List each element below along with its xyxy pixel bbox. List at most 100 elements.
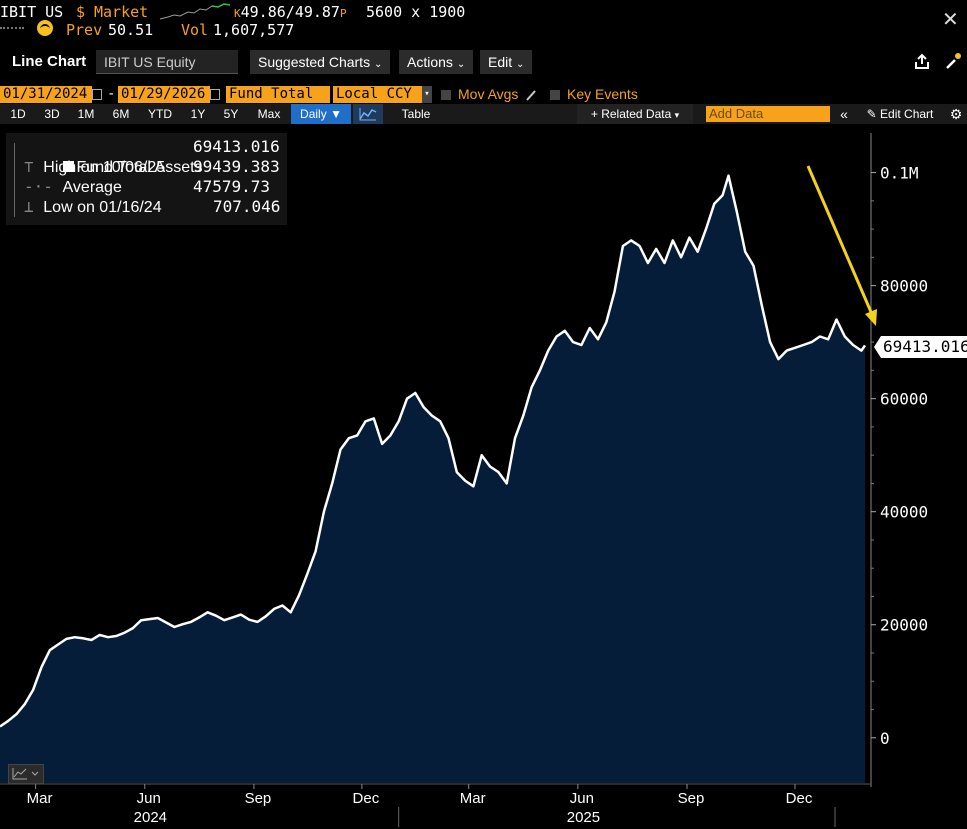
edit-chart-label: Edit Chart bbox=[880, 107, 934, 121]
start-date-input[interactable]: 01/31/2024 bbox=[0, 86, 92, 103]
add-data-input[interactable]: Add Data bbox=[706, 106, 830, 122]
last-value-label: 69413.016 bbox=[883, 337, 967, 356]
bid-prefix: K bbox=[234, 7, 241, 20]
chart-toolbar: Line Chart IBIT US Equity Suggested Char… bbox=[0, 48, 967, 78]
y-tick-label: 20000 bbox=[880, 616, 928, 635]
range-3d-button[interactable]: 3D bbox=[44, 107, 60, 121]
legend-tree-line bbox=[14, 143, 21, 217]
frequency-label: Daily bbox=[300, 107, 327, 121]
chevron-down-icon: ⌄ bbox=[456, 59, 466, 70]
legend-low-label: Low on 01/16/24 bbox=[43, 199, 162, 216]
calendar-icon[interactable] bbox=[92, 89, 102, 100]
y-tick-label: 0 bbox=[880, 729, 890, 748]
x-year-label: 2024 bbox=[134, 809, 167, 826]
related-data-button[interactable]: + Related Data ▾ bbox=[577, 104, 693, 124]
suggested-charts-label: Suggested Charts bbox=[258, 54, 371, 70]
legend-high-label: High on 10/06/25 bbox=[43, 159, 166, 176]
security-header: IBIT US $ Market K49.86/49.87P 5600 x 19… bbox=[0, 0, 967, 44]
y-tick-label: 80000 bbox=[880, 277, 928, 296]
legend-series-value: 69413.016 bbox=[193, 137, 280, 156]
series-area bbox=[0, 175, 865, 783]
field-selector[interactable]: Fund Total As bbox=[226, 86, 330, 119]
ask-price: 49.87 bbox=[294, 3, 340, 21]
series-swatch bbox=[62, 161, 74, 172]
prev-label: Prev bbox=[66, 21, 103, 39]
legend-series-label: Fund Total Assets bbox=[76, 159, 203, 176]
collapse-icon[interactable]: « bbox=[840, 106, 848, 122]
edit-button[interactable]: Edit ⌄ bbox=[480, 50, 533, 74]
low-marker-icon: ⊥ bbox=[24, 197, 44, 216]
vol-label: Vol bbox=[181, 21, 209, 39]
ticker: IBIT US bbox=[0, 3, 64, 21]
range-toolbar: 1D 3D 1M 6M YTD 1Y 5Y Max Daily ▼ Table … bbox=[0, 104, 967, 124]
frequency-selector[interactable]: Daily ▼ bbox=[291, 104, 351, 124]
average-marker-icon: -·- bbox=[24, 177, 63, 196]
ask-suffix: P bbox=[339, 7, 347, 20]
close-icon[interactable]: ✕ bbox=[942, 9, 959, 31]
fund-assets-chart: 0 20000 40000 60000 80000 0.1M Mar Jun Sep Dec Ma… bbox=[0, 133, 928, 827]
edit-label: Edit bbox=[488, 54, 513, 70]
chevron-down-icon: ⌄ bbox=[373, 59, 383, 70]
key-events-label: Key Events bbox=[567, 86, 638, 102]
chart-mode-button[interactable] bbox=[8, 764, 44, 784]
range-ytd-button[interactable]: YTD bbox=[148, 107, 172, 121]
mov-avgs-label: Mov Avgs bbox=[458, 86, 519, 102]
chevron-down-icon: ⌄ bbox=[516, 59, 525, 70]
signal-icon bbox=[0, 27, 24, 32]
actions-label: Actions bbox=[407, 54, 453, 70]
y-tick-label: 40000 bbox=[880, 503, 928, 522]
y-tick-label: 0.1M bbox=[880, 164, 919, 183]
caret-down-icon: ▼ bbox=[330, 107, 342, 121]
line-chart-icon bbox=[359, 108, 377, 121]
x-year-label: 2025 bbox=[567, 809, 600, 826]
legend-high-value: 99439.383 bbox=[193, 157, 280, 176]
calendar-icon[interactable] bbox=[210, 89, 220, 100]
actions-button[interactable]: Actions ⌄ bbox=[399, 50, 474, 74]
chart-settings-row: 01/31/2024 - 01/29/2026 Fund Total As Lo… bbox=[0, 86, 967, 119]
mov-avgs-checkbox[interactable] bbox=[441, 90, 451, 100]
x-tick-label: Mar bbox=[27, 790, 53, 807]
last-value-tag-shape bbox=[874, 336, 967, 358]
table-button[interactable]: Table bbox=[401, 107, 431, 121]
pencil-icon[interactable] bbox=[525, 88, 537, 102]
series-line bbox=[0, 174, 867, 728]
range-6m-button[interactable]: 6M bbox=[112, 107, 130, 121]
range-max-button[interactable]: Max bbox=[257, 107, 281, 121]
range-5y-button[interactable]: 5Y bbox=[223, 107, 239, 121]
legend-average-label: Average bbox=[62, 179, 122, 196]
security-input[interactable]: IBIT US Equity bbox=[96, 50, 238, 74]
chevron-down-icon[interactable]: ▾ bbox=[422, 86, 432, 103]
gauge-icon bbox=[37, 20, 53, 36]
caret-down-icon: ▾ bbox=[674, 110, 680, 120]
high-marker-icon: ⊤ bbox=[24, 157, 44, 176]
chart-legend: Fund Total Assets 69413.016 ⊤ High on 10… bbox=[6, 133, 287, 225]
range-1y-button[interactable]: 1Y bbox=[190, 107, 206, 121]
x-tick-label: Sep bbox=[678, 790, 705, 807]
bid-ask-size: 5600 x 1900 bbox=[366, 3, 466, 21]
key-events-checkbox[interactable] bbox=[550, 90, 560, 100]
chart-type-label: Line Chart bbox=[12, 53, 87, 70]
bid-price: 49.86 bbox=[240, 3, 286, 21]
prev-value: 50.51 bbox=[108, 21, 154, 39]
x-tick-label: Dec bbox=[353, 790, 380, 807]
pencil-icon: ✎ bbox=[866, 107, 877, 121]
edit-chart-button[interactable]: ✎ Edit Chart bbox=[856, 104, 944, 124]
range-1d-button[interactable]: 1D bbox=[10, 107, 26, 121]
annotation-arrow-head bbox=[865, 309, 877, 326]
suggested-charts-button[interactable]: Suggested Charts ⌄ bbox=[250, 50, 391, 74]
help-icon[interactable] bbox=[943, 52, 963, 72]
range-1m-button[interactable]: 1M bbox=[77, 107, 95, 121]
currency-selector[interactable]: Local CCY bbox=[333, 86, 425, 103]
share-icon[interactable] bbox=[913, 53, 931, 71]
currency-symbol: $ bbox=[76, 3, 86, 21]
market-label: Market bbox=[94, 3, 149, 21]
related-data-label: + Related Data bbox=[590, 107, 672, 121]
x-tick-label: Mar bbox=[460, 790, 486, 807]
annotation-arrow bbox=[806, 165, 873, 313]
end-date-input[interactable]: 01/29/2026 bbox=[118, 86, 210, 103]
gear-icon[interactable]: ⚙ bbox=[949, 106, 963, 122]
x-tick-label: Dec bbox=[786, 790, 813, 807]
date-separator: - bbox=[107, 86, 116, 102]
chart-style-button[interactable] bbox=[353, 104, 383, 124]
x-tick-label: Jun bbox=[570, 790, 594, 807]
